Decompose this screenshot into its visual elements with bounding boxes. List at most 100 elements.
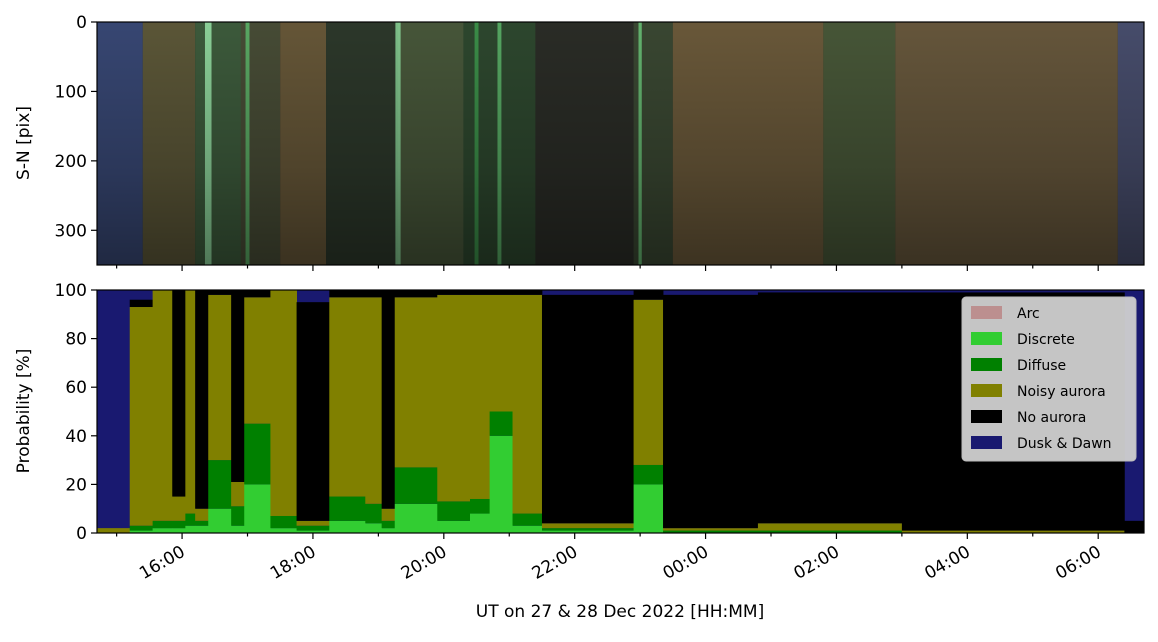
area-discrete <box>208 508 232 533</box>
probability-stack <box>97 290 1144 533</box>
area-discrete <box>633 484 664 533</box>
area-diffuse <box>512 513 543 526</box>
area-no-aurora <box>231 290 245 482</box>
area-discrete <box>437 520 471 533</box>
area-no-aurora <box>129 299 154 308</box>
area-no-aurora <box>541 294 634 524</box>
legend-label: Discrete <box>1017 332 1075 348</box>
legend-swatch <box>971 436 1002 449</box>
area-noisy-aurora <box>489 294 513 412</box>
probability-y-axis-label: Probability [%] <box>14 349 34 474</box>
area-diffuse <box>633 464 664 485</box>
area-noisy-aurora <box>512 294 543 514</box>
legend-swatch <box>971 332 1002 345</box>
area-diffuse <box>185 513 196 526</box>
legend-swatch <box>971 410 1002 423</box>
probability-panel: 0 20 40 60 80 100 16:00 18:00 20:00 22:00 00:00 02… <box>14 281 1145 622</box>
area-noisy-aurora <box>270 290 297 516</box>
area-discrete <box>172 528 186 533</box>
area-discrete <box>129 530 154 533</box>
area-noisy-aurora <box>231 481 245 507</box>
area-noisy-aurora <box>901 530 1125 533</box>
area-noisy-aurora <box>185 290 196 514</box>
area-no-aurora <box>244 290 271 298</box>
area-no-aurora <box>1124 520 1144 533</box>
area-discrete <box>270 528 297 533</box>
area-no-aurora <box>469 290 491 295</box>
keogram-y-tick-label: 200 <box>55 152 87 172</box>
area-noisy-aurora <box>97 528 131 533</box>
keogram-y-tick-label: 0 <box>76 13 87 33</box>
area-noisy-aurora <box>195 508 209 521</box>
area-discrete <box>195 525 209 533</box>
probability-y-ticks: 0 20 40 60 80 100 <box>55 281 97 544</box>
area-noisy-aurora <box>329 297 366 497</box>
probability-y-tick-label: 40 <box>65 427 87 447</box>
area-no-aurora <box>437 290 471 295</box>
area-noisy-aurora <box>172 496 186 521</box>
area-discrete <box>381 528 396 533</box>
area-discrete <box>394 503 438 533</box>
legend-label: Noisy aurora <box>1017 384 1106 400</box>
area-discrete <box>231 525 245 533</box>
keogram-y-ticks: 0 100 200 300 <box>55 13 97 241</box>
area-noisy-aurora <box>381 508 396 521</box>
legend-swatch <box>971 358 1002 371</box>
keogram-panel: 0 100 200 300 S-N [pix] <box>14 13 1145 271</box>
area-discrete <box>185 525 196 533</box>
area-noisy-aurora <box>244 297 271 424</box>
area-no-aurora <box>489 290 513 295</box>
area-discrete <box>329 520 366 533</box>
probability-y-tick-label: 20 <box>65 475 87 495</box>
area-no-aurora <box>172 290 186 497</box>
area-noisy-aurora <box>633 299 664 465</box>
area-noisy-aurora <box>663 528 759 531</box>
x-tick-label: 06:00 <box>1052 542 1104 584</box>
area-discrete <box>244 484 271 533</box>
area-discrete <box>365 523 383 533</box>
area-noisy-aurora <box>365 297 383 504</box>
area-noisy-aurora <box>437 294 471 502</box>
area-noisy-aurora <box>129 307 154 526</box>
x-axis-label: UT on 27 & 28 Dec 2022 [HH:MM] <box>476 602 764 622</box>
area-discrete <box>296 530 330 533</box>
probability-y-tick-label: 80 <box>65 330 87 350</box>
area-noisy-aurora <box>469 294 491 499</box>
area-diffuse <box>381 520 396 529</box>
area-diffuse <box>270 515 297 529</box>
keogram-shading <box>97 22 1144 265</box>
area-diffuse <box>757 530 903 533</box>
keogram-frame <box>96 21 1145 266</box>
area-no-aurora <box>394 290 438 298</box>
x-tick-label: 18:00 <box>267 542 319 584</box>
keogram-y-tick-label: 300 <box>55 221 87 241</box>
area-diffuse <box>541 528 634 531</box>
area-diffuse <box>244 423 271 485</box>
probability-x-ticks: 16:00 18:00 20:00 22:00 00:00 02:00 04:00 06:00 <box>116 533 1105 584</box>
area-diffuse <box>489 411 513 436</box>
x-tick-label: 22:00 <box>529 542 581 584</box>
area-no-aurora <box>329 290 366 298</box>
legend-box <box>961 296 1137 462</box>
area-noisy-aurora <box>541 523 634 529</box>
area-diffuse <box>394 467 438 504</box>
probability-y-tick-label: 100 <box>55 281 87 301</box>
area-discrete <box>541 530 634 533</box>
legend-swatch <box>971 384 1002 397</box>
area-no-aurora <box>195 290 209 509</box>
keogram-x-ticks <box>116 265 1099 271</box>
area-discrete <box>469 513 491 533</box>
area-diffuse <box>152 520 173 529</box>
x-tick-label: 02:00 <box>791 542 843 584</box>
area-no-aurora <box>296 302 330 521</box>
legend-label: Arc <box>1017 306 1040 322</box>
keogram-y-tick-label: 100 <box>55 82 87 102</box>
area-no-aurora <box>208 290 232 295</box>
area-diffuse <box>231 506 245 526</box>
area-noisy-aurora <box>208 294 232 461</box>
area-noisy-aurora <box>394 297 438 468</box>
legend-label: Dusk & Dawn <box>1017 436 1112 452</box>
area-diffuse <box>172 520 186 529</box>
probability-y-tick-label: 60 <box>65 378 87 398</box>
